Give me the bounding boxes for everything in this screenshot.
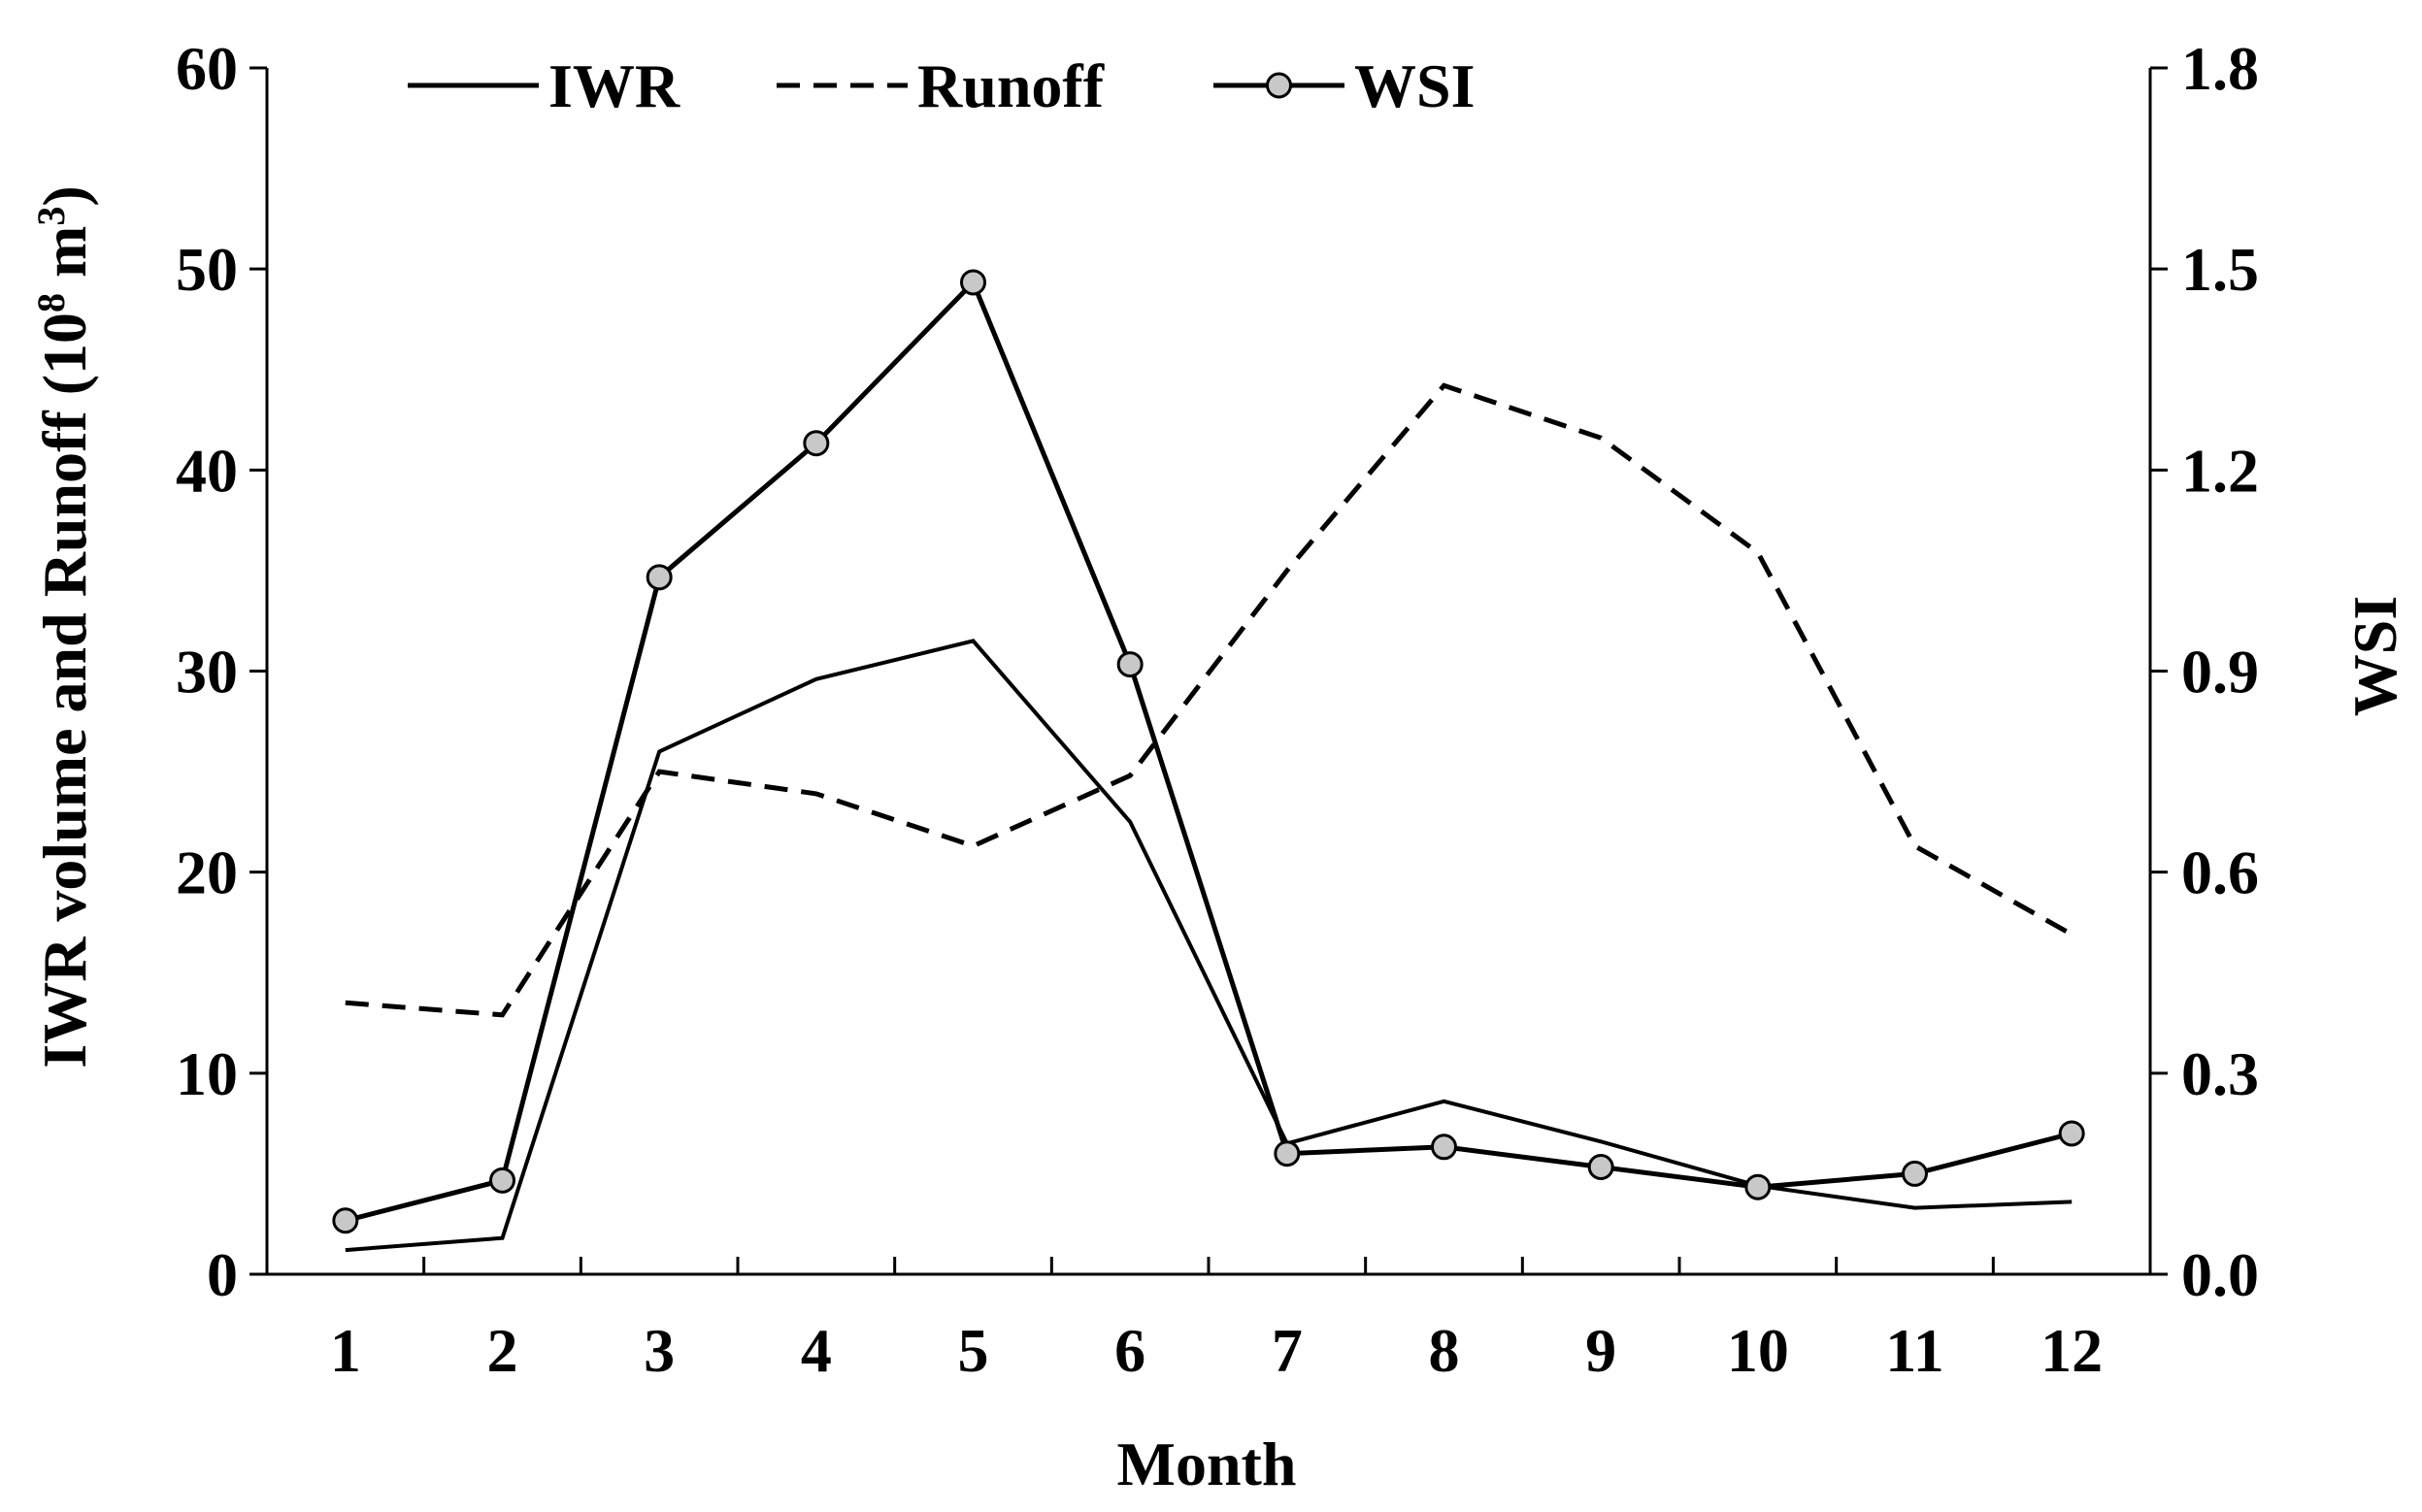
x-tick-label: 3 — [644, 1316, 675, 1385]
series-point-wsi — [960, 269, 986, 296]
series-layer — [332, 269, 2085, 1253]
x-tick-label: 5 — [958, 1316, 989, 1385]
series-point-wsi — [803, 430, 830, 457]
y-axis-title-sup2: 3 — [29, 207, 73, 226]
x-tick-label: 7 — [1272, 1316, 1303, 1385]
y-tick-label: 20 — [176, 838, 238, 907]
y-tick-label: 30 — [176, 638, 238, 707]
y2-tick-label: 0.6 — [2181, 838, 2259, 907]
x-tick-label: 10 — [1727, 1316, 1789, 1385]
y-axis-title-close: ) — [30, 185, 99, 206]
legend-label-iwr: IWR — [548, 51, 680, 120]
x-tick-label: 1 — [330, 1316, 361, 1385]
series-point-wsi — [2058, 1120, 2085, 1147]
y-axis-title-unit: m — [30, 226, 99, 293]
legend-marker-wsi — [1266, 72, 1292, 99]
y-tick-label: 10 — [176, 1039, 238, 1108]
x-tick-label: 11 — [1885, 1316, 1943, 1385]
x-tick-label: 9 — [1585, 1316, 1616, 1385]
series-point-wsi — [1116, 651, 1144, 678]
series-line-wsi — [345, 278, 2073, 1224]
y2-axis-title: WSI — [2340, 596, 2409, 717]
y2-tick-label: 1.8 — [2181, 34, 2259, 103]
series-line-runoff — [345, 382, 2074, 1018]
y-axis-title: IWR volume and Runoff (108 m3) — [29, 185, 100, 1068]
series-point-wsi — [1431, 1134, 1457, 1161]
y2-tick-label: 0.0 — [2181, 1240, 2259, 1309]
y2-tick-label: 0.3 — [2181, 1039, 2259, 1108]
x-tick-label: 8 — [1429, 1316, 1460, 1385]
x-tick-label: 6 — [1114, 1316, 1145, 1385]
series-line-iwr — [345, 639, 2073, 1253]
x-tick-label: 2 — [487, 1316, 518, 1385]
y-axis-title-sup: 8 — [29, 293, 73, 312]
series-point-wsi — [646, 564, 673, 591]
y-tick-label: 0 — [207, 1240, 238, 1309]
x-tick-label: 4 — [801, 1316, 832, 1385]
y2-tick-label: 1.5 — [2181, 235, 2259, 304]
legend-label-wsi: WSI — [1354, 51, 1476, 120]
y-tick-label: 60 — [176, 34, 238, 103]
y2-tick-label: 1.2 — [2181, 436, 2259, 505]
legend-label-runoff: Runoff — [917, 51, 1105, 120]
series-point-wsi — [1902, 1160, 1928, 1187]
y-axis-title-main: IWR volume and Runoff (10 — [30, 312, 99, 1068]
legend: IWR Runoff WSI — [408, 51, 1476, 120]
series-point-wsi — [1587, 1154, 1614, 1181]
y-tick-label: 40 — [176, 436, 238, 505]
y2-tick-label: 0.9 — [2181, 638, 2259, 707]
series-point-wsi — [1744, 1173, 1772, 1200]
series-point-wsi — [332, 1207, 359, 1234]
y-tick-label: 50 — [176, 235, 238, 304]
series-point-wsi — [1274, 1140, 1301, 1167]
series-point-wsi — [489, 1167, 515, 1194]
x-axis-title: Month — [1117, 1430, 1297, 1498]
x-tick-label: 12 — [2040, 1316, 2103, 1385]
